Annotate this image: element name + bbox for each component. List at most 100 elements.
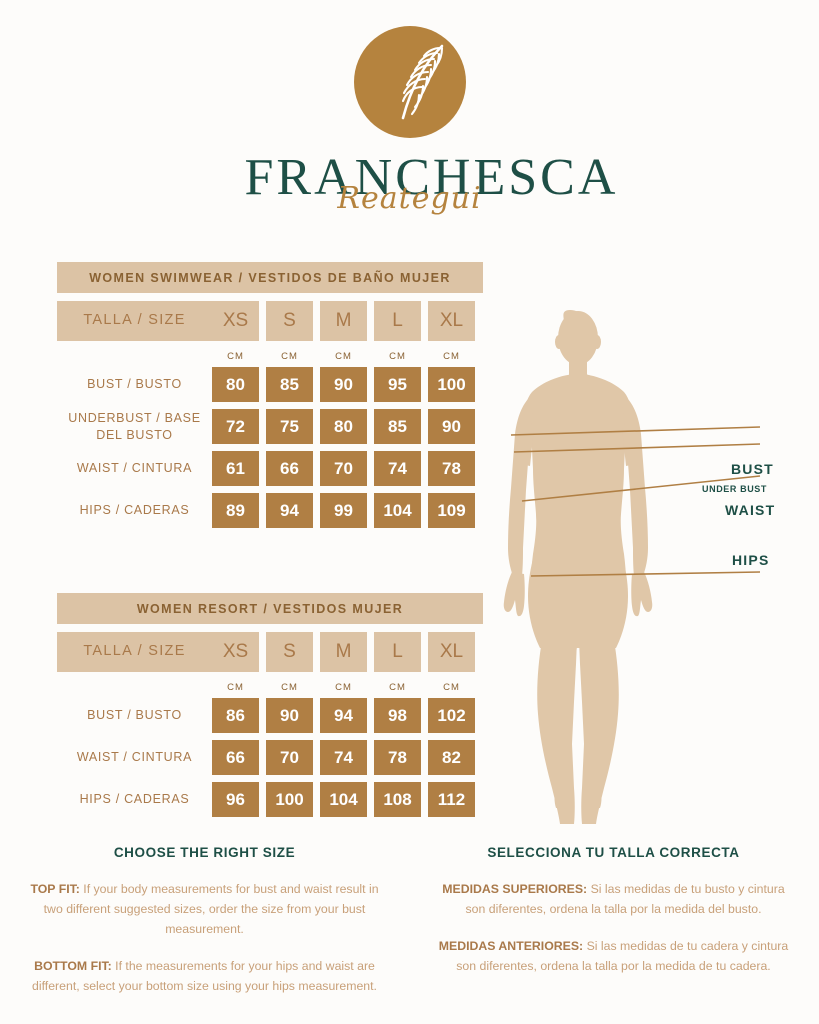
unit-cell: CM — [389, 350, 406, 362]
brand-wordmark: FRANCHESCA Reategui — [244, 149, 619, 224]
size-cell-s: S — [266, 632, 313, 672]
body-figure: BUST UNDER BUST WAIST HIPS — [470, 304, 789, 829]
medidas-anteriores-note: MEDIDAS ANTERIORES: Si las medidas de tu… — [437, 937, 790, 977]
measure-cell: 100 — [428, 367, 475, 402]
measure-cell: 66 — [212, 740, 259, 775]
size-cell-m: M — [320, 301, 367, 341]
underbust-measure-line — [513, 443, 761, 453]
body-figure-column: BUST UNDER BUST WAIST HIPS — [500, 262, 819, 824]
measure-cell: 72 — [212, 409, 259, 444]
unit-row: CM CM CM CM CM — [57, 345, 483, 367]
hips-label: HIPS — [732, 552, 770, 568]
top-fit-label: TOP FIT: — [30, 882, 80, 896]
measure-cell: 102 — [428, 698, 475, 733]
unit-row-spacer — [57, 676, 212, 698]
measure-cell: 82 — [428, 740, 475, 775]
unit-cell: CM — [335, 350, 352, 362]
measure-cell: 112 — [428, 782, 475, 817]
waist-label: WAIST — [725, 502, 776, 518]
measure-cell: 108 — [374, 782, 421, 817]
notes-section: CHOOSE THE RIGHT SIZE TOP FIT: If your b… — [0, 845, 819, 1014]
table-row: WAIST / CINTURA 61 66 70 74 78 — [57, 451, 483, 486]
size-header-label: TALLA / SIZE — [57, 301, 212, 341]
unit-cell: CM — [281, 681, 298, 693]
size-cell-xl: XL — [428, 301, 475, 341]
unit-cell: CM — [443, 350, 460, 362]
female-body-silhouette-icon — [503, 310, 761, 824]
measure-cell: 89 — [212, 493, 259, 528]
top-fit-text: If your body measurements for bust and w… — [43, 882, 379, 936]
row-label-underbust: UNDERBUST / BASE DEL BUSTO — [68, 410, 201, 442]
measure-cell: 80 — [212, 367, 259, 402]
measure-cell: 61 — [212, 451, 259, 486]
measure-cell: 109 — [428, 493, 475, 528]
measure-cell: 95 — [374, 367, 421, 402]
row-label-waist: WAIST / CINTURA — [76, 461, 193, 476]
table-row: WAIST / CINTURA 66 70 74 78 82 — [57, 740, 483, 775]
top-fit-note: TOP FIT: If your body measurements for b… — [28, 880, 381, 940]
brand-name: FRANCHESCA — [244, 149, 619, 206]
measure-cell: 100 — [266, 782, 313, 817]
unit-row: CM CM CM CM CM — [57, 676, 483, 698]
resort-size-table: WOMEN RESORT / VESTIDOS MUJER TALLA / SI… — [57, 593, 483, 817]
tables-column: WOMEN SWIMWEAR / VESTIDOS DE BAÑO MUJER … — [0, 262, 500, 824]
unit-cell: CM — [443, 681, 460, 693]
measure-cell: 94 — [320, 698, 367, 733]
table-row: HIPS / CADERAS 96 100 104 108 112 — [57, 782, 483, 817]
table-row: HIPS / CADERAS 89 94 99 104 109 — [57, 493, 483, 528]
waist-measure-line — [521, 475, 761, 502]
measure-cell: 80 — [320, 409, 367, 444]
size-cell-l: L — [374, 632, 421, 672]
bottom-fit-note: BOTTOM FIT: If the measurements for your… — [28, 957, 381, 997]
measure-cell: 104 — [374, 493, 421, 528]
size-cell-xs: XS — [212, 301, 259, 341]
underbust-label: UNDER BUST — [702, 484, 768, 494]
notes-spanish: SELECCIONA TU TALLA CORRECTA MEDIDAS SUP… — [409, 845, 818, 1014]
bust-label: BUST — [731, 461, 774, 477]
measure-cell: 74 — [374, 451, 421, 486]
measure-cell: 66 — [266, 451, 313, 486]
measure-cell: 78 — [428, 451, 475, 486]
table-row: BUST / BUSTO 80 85 90 95 100 — [57, 367, 483, 402]
measure-cell: 96 — [212, 782, 259, 817]
bottom-fit-label: BOTTOM FIT: — [34, 958, 112, 973]
swimwear-size-table: WOMEN SWIMWEAR / VESTIDOS DE BAÑO MUJER … — [57, 262, 483, 528]
main-content: WOMEN SWIMWEAR / VESTIDOS DE BAÑO MUJER … — [0, 262, 819, 824]
row-label-bust: BUST / BUSTO — [87, 377, 182, 392]
measure-cell: 90 — [428, 409, 475, 444]
medidas-anteriores-text: Si las medidas de tu cadera y cintura so… — [456, 938, 789, 973]
measure-cell: 74 — [320, 740, 367, 775]
table-spacer — [57, 535, 500, 593]
unit-cell: CM — [227, 350, 244, 362]
measure-cell: 98 — [374, 698, 421, 733]
size-cell-s: S — [266, 301, 313, 341]
size-cell-xl: XL — [428, 632, 475, 672]
unit-row-spacer — [57, 345, 212, 367]
hips-measure-line — [530, 571, 761, 577]
medidas-superiores-label: MEDIDAS SUPERIORES: — [442, 882, 588, 896]
measure-cell: 85 — [374, 409, 421, 444]
measure-cell: 85 — [266, 367, 313, 402]
measure-cell: 86 — [212, 698, 259, 733]
measure-cell: 75 — [266, 409, 313, 444]
brand-script-name: Reategui — [337, 181, 482, 216]
table-title: WOMEN RESORT / VESTIDOS MUJER — [57, 593, 483, 624]
row-label-bust: BUST / BUSTO — [87, 708, 182, 723]
size-header-row: TALLA / SIZE XS S M L XL — [57, 301, 483, 341]
medidas-superiores-text: Si las medidas de tu busto y cintura son… — [465, 882, 785, 916]
bust-measure-line — [510, 426, 761, 436]
palm-leaf-circle-icon — [353, 26, 466, 138]
measure-cell: 70 — [320, 451, 367, 486]
notes-english-heading: CHOOSE THE RIGHT SIZE — [113, 845, 296, 860]
measure-cell: 94 — [266, 493, 313, 528]
size-cell-l: L — [374, 301, 421, 341]
size-cell-m: M — [320, 632, 367, 672]
notes-english: CHOOSE THE RIGHT SIZE TOP FIT: If your b… — [0, 845, 409, 1014]
measure-cell: 104 — [320, 782, 367, 817]
brand-logo-block: FRANCHESCA Reategui — [0, 0, 819, 224]
row-label-hips: HIPS / CADERAS — [79, 503, 190, 518]
unit-cell: CM — [335, 681, 352, 693]
table-title: WOMEN SWIMWEAR / VESTIDOS DE BAÑO MUJER — [57, 262, 483, 293]
table-row: BUST / BUSTO 86 90 94 98 102 — [57, 698, 483, 733]
measure-cell: 99 — [320, 493, 367, 528]
